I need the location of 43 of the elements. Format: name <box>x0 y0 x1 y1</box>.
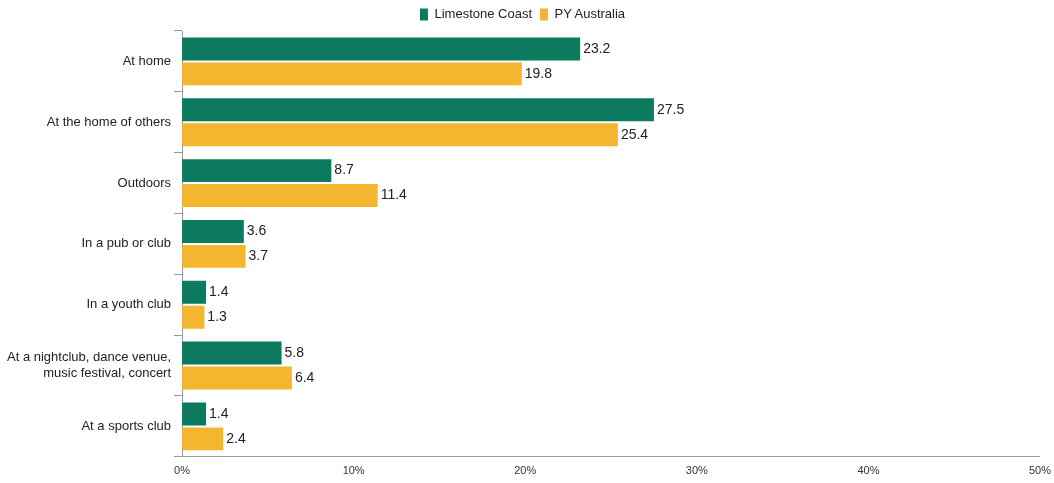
data-label: 19.8 <box>524 64 553 81</box>
bar <box>182 280 207 304</box>
x-tick-label: 20% <box>514 464 537 477</box>
data-label: 1.4 <box>209 283 229 300</box>
bar <box>182 427 224 451</box>
data-label: 25.4 <box>620 125 649 142</box>
data-label: 27.5 <box>656 100 685 117</box>
y-tick-label: At a sports club <box>81 417 172 433</box>
bar <box>182 37 581 61</box>
bar <box>182 62 522 86</box>
y-tick-label: At home <box>122 52 172 68</box>
y-tick-label: At the home of others <box>46 113 172 129</box>
y-tick-label: Outdoors <box>117 174 172 190</box>
bar <box>182 123 618 147</box>
bar <box>182 305 205 329</box>
legend-label: Limestone Coast <box>434 6 533 22</box>
data-label: 23.2 <box>583 39 611 56</box>
bar <box>182 219 244 243</box>
data-label: 8.7 <box>334 161 355 178</box>
data-label: 3.7 <box>248 247 269 264</box>
x-tick-label: 50% <box>1028 464 1052 477</box>
bar <box>182 402 207 426</box>
data-label: 1.4 <box>209 404 229 421</box>
x-tick-label: 10% <box>342 464 365 477</box>
x-tick-label: 30% <box>685 464 709 477</box>
y-tick-label: In a youth club <box>86 296 172 312</box>
data-label: 5.8 <box>284 343 305 360</box>
y-tick-label: In a pub or club <box>81 235 172 251</box>
data-label: 6.4 <box>294 368 315 385</box>
data-label: 2.4 <box>226 429 246 446</box>
x-tick-label: 0% <box>174 464 191 477</box>
bar <box>182 366 292 390</box>
data-label: 1.3 <box>207 308 228 325</box>
x-tick-label: 40% <box>857 464 880 477</box>
bar <box>182 184 378 208</box>
data-label: 11.4 <box>380 186 408 203</box>
bar <box>182 244 246 268</box>
y-tick-label: At a nightclub, dance venue, music festival, concert <box>7 349 172 380</box>
data-label: 3.6 <box>246 222 267 239</box>
bar <box>182 341 282 365</box>
bar <box>182 98 654 122</box>
bar <box>182 159 332 183</box>
legend-label: PY Australia <box>554 6 626 22</box>
